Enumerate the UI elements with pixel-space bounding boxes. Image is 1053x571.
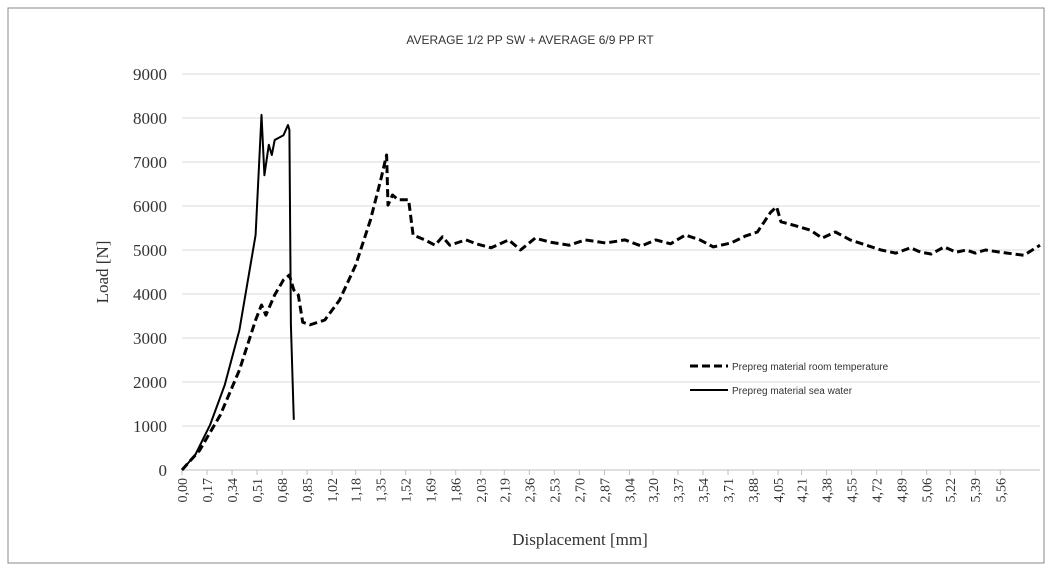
x-tick-label: 3,37 — [672, 478, 687, 503]
legend-label: Prepreg material sea water — [732, 386, 853, 397]
x-tick-label: 3,54 — [697, 478, 712, 503]
y-tick-label: 5000 — [133, 241, 167, 260]
x-tick-label: 0,17 — [201, 478, 216, 503]
x-tick-label: 1,69 — [425, 478, 440, 503]
y-tick-label: 6000 — [133, 197, 167, 216]
x-tick-label: 5,39 — [969, 478, 984, 503]
y-tick-label: 3000 — [133, 329, 167, 348]
chart-title: AVERAGE 1/2 PP SW + AVERAGE 6/9 PP RT — [406, 33, 654, 47]
x-tick-label: 4,55 — [846, 478, 861, 503]
x-tick-label: 4,89 — [896, 478, 911, 503]
x-tick-label: 0,51 — [251, 478, 266, 503]
data-line — [181, 113, 295, 471]
x-tick-label: 1,86 — [450, 478, 465, 503]
x-tick-label: 2,19 — [498, 478, 513, 503]
x-tick-label: 2,03 — [475, 478, 490, 503]
x-tick-label: 2,53 — [548, 478, 563, 503]
x-tick-label: 3,71 — [722, 478, 737, 503]
x-tick-label: 1,02 — [326, 478, 341, 503]
y-tick-label: 0 — [159, 461, 168, 480]
x-tick-label: 4,21 — [796, 478, 811, 503]
y-axis-title: Load [N] — [93, 241, 112, 304]
x-tick-label: 0,34 — [226, 478, 241, 503]
x-tick-label: 0,85 — [301, 478, 316, 503]
x-tick-label: 3,88 — [747, 478, 762, 503]
x-tick-label: 2,70 — [573, 478, 588, 503]
y-tick-label: 4000 — [133, 285, 167, 304]
x-tick-label: 0,00 — [176, 478, 191, 503]
x-tick-label: 3,20 — [647, 478, 662, 503]
x-axis-title: Displacement [mm] — [512, 530, 648, 549]
x-tick-label: 1,52 — [400, 478, 415, 503]
x-tick-label: 4,38 — [821, 478, 836, 503]
x-tick-label: 4,72 — [871, 478, 886, 503]
x-tick-label: 1,18 — [350, 478, 365, 503]
x-tick-label: 2,36 — [523, 478, 538, 503]
legend-label: Prepreg material room temperature — [732, 362, 889, 373]
y-tick-label: 8000 — [133, 109, 167, 128]
x-tick-label: 5,06 — [921, 478, 936, 503]
x-tick-label: 4,05 — [772, 478, 787, 503]
x-tick-label: 1,35 — [375, 478, 390, 503]
x-tick-label: 3,04 — [623, 478, 638, 503]
data-line — [180, 153, 1041, 471]
x-tick-label: 5,56 — [994, 478, 1009, 503]
y-tick-label: 1000 — [133, 417, 167, 436]
y-tick-label: 9000 — [133, 65, 167, 84]
x-tick-label: 0,68 — [276, 478, 291, 503]
x-tick-label: 2,87 — [598, 478, 613, 503]
y-tick-label: 2000 — [133, 373, 167, 392]
y-tick-label: 7000 — [133, 153, 167, 172]
x-tick-label: 5,22 — [944, 478, 959, 503]
